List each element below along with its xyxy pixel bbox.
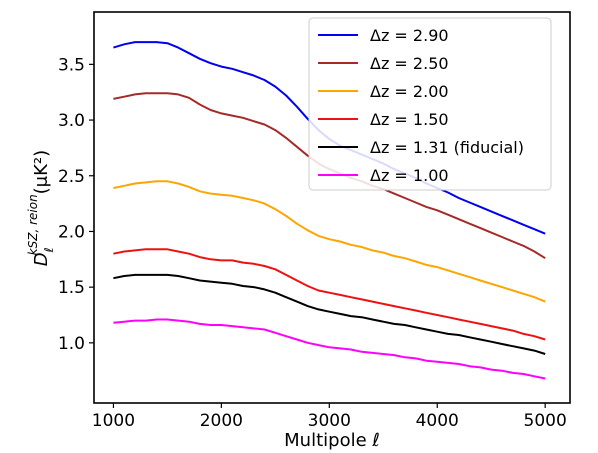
plot-frame	[93, 11, 571, 404]
legend-box	[308, 17, 552, 191]
x-tick-label: 1000	[92, 411, 135, 431]
y-axis-title-main: D	[31, 252, 52, 266]
legend-label-5: Δz = 1.00	[370, 166, 449, 185]
y-tick-label: 2.5	[58, 167, 85, 187]
y-axis-title: DℓkSZ, reion(μK²)	[26, 150, 56, 266]
legend-label-2: Δz = 2.00	[370, 82, 449, 101]
series-line-3	[113, 248, 546, 341]
y-axis-title-superscript: kSZ, reion	[26, 194, 40, 255]
x-tick-label: 4000	[416, 411, 459, 431]
y-axis-title-subscript: ℓ	[42, 247, 56, 253]
legend: Δz = 2.90 Δz = 2.50 Δz = 2.00 Δz = 1.50 Δz =…	[308, 17, 552, 191]
y-tick-label: 2.0	[58, 222, 85, 242]
x-tick-label: 3000	[308, 411, 351, 431]
legend-label-4: Δz = 1.31 (fiducial)	[370, 138, 524, 157]
y-axis: 1.0 1.5 2.0 2.5 3.0 3.5	[58, 55, 94, 354]
y-tick-label: 3.5	[58, 55, 85, 75]
legend-label-3: Δz = 1.50	[370, 110, 449, 129]
x-axis-title: Multipole ℓ	[284, 430, 380, 451]
series-line-5	[113, 318, 546, 380]
series-line-4	[113, 273, 546, 355]
legend-label-0: Δz = 2.90	[370, 26, 449, 45]
series-line-2	[113, 180, 546, 303]
legend-label-1: Δz = 2.50	[370, 54, 449, 73]
x-tick-label: 5000	[524, 411, 567, 431]
y-axis-title-unit: (μK²)	[31, 150, 52, 195]
y-tick-label: 3.0	[58, 111, 85, 131]
y-tick-label: 1.0	[58, 334, 85, 354]
y-tick-label: 1.5	[58, 278, 85, 298]
x-tick-label: 2000	[200, 411, 243, 431]
x-axis: 1000 2000 3000 4000 5000	[92, 403, 567, 431]
